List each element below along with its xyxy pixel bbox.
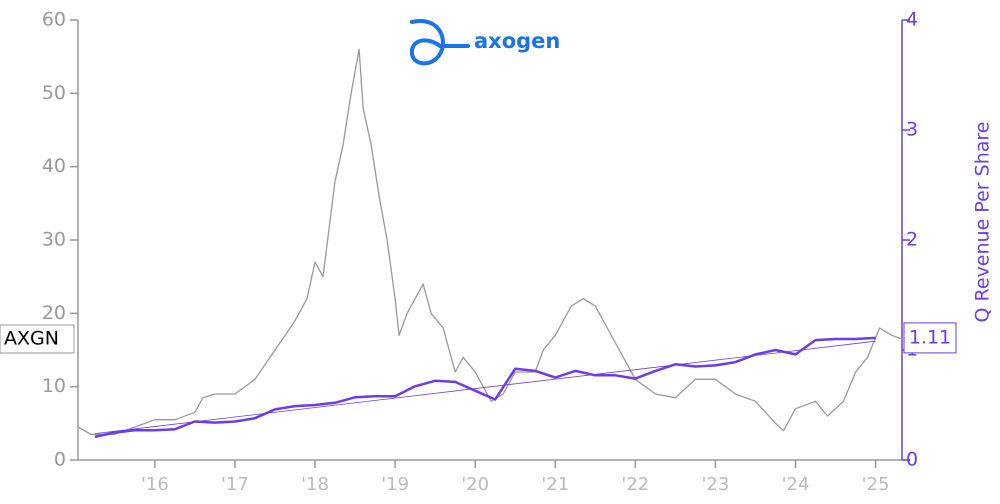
x-tick-label: '18 [301, 474, 329, 495]
y2-tick-label: 2 [906, 229, 918, 251]
series-line [94, 340, 876, 434]
y2-tick-label: 0 [906, 449, 918, 471]
x-tick-label: '20 [461, 474, 489, 495]
y-tick-label: 20 [42, 302, 66, 324]
series-line [77, 48, 903, 435]
x-tick-label: '17 [221, 474, 249, 495]
y-tick-label: 10 [42, 375, 66, 397]
series-name-box [0, 324, 75, 354]
x-tick-label: '24 [782, 474, 810, 495]
logo: axogen [409, 19, 560, 66]
x-tick-label: '16 [141, 474, 169, 495]
x-tick-label: '19 [381, 474, 409, 495]
series-line [94, 336, 876, 439]
y-tick-label: 40 [42, 155, 66, 177]
x-tick-label: '21 [541, 474, 569, 495]
series-name-label: AXGN [4, 328, 59, 350]
y-tick-label: 60 [42, 9, 66, 31]
x-tick-label: '22 [621, 474, 649, 495]
y2-tick-label: 4 [906, 9, 918, 31]
y-tick-label: 50 [42, 82, 66, 104]
y-tick-label: 0 [54, 449, 66, 471]
x-tick-label: '23 [701, 474, 729, 495]
y2-tick-label: 3 [906, 119, 918, 141]
x-tick-label: '25 [862, 474, 890, 495]
last-value-label: 1.11 [909, 326, 951, 348]
logo-text: axogen [474, 29, 560, 53]
y2-axis-label: Q Revenue Per Share [972, 122, 994, 323]
last-value-box [903, 322, 957, 354]
logo-icon [409, 19, 470, 66]
y-tick-label: 30 [42, 229, 66, 251]
